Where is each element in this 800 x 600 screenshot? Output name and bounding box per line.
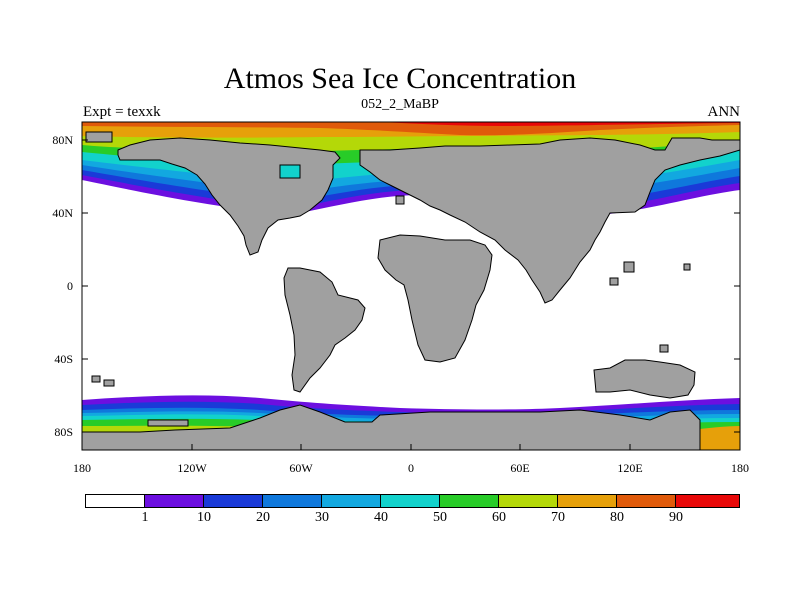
x-tick-label: 120W [177,461,207,475]
colorbar-label: 50 [433,510,447,525]
colorbar-label: 10 [197,510,211,525]
y-tick-label: 80N [52,133,73,147]
x-tick-label: 60W [289,461,313,475]
colorbar-box [380,494,441,508]
colorbar-label: 1 [141,510,149,525]
x-tick-label: 180 [73,461,91,475]
colorbar-label: 80 [610,510,624,525]
x-tick-label: 60E [510,461,530,475]
plot-title: Atmos Sea Ice Concentration [223,62,577,95]
x-tick-label: 180 [731,461,749,475]
colorbar-label: 20 [256,510,270,525]
land-nw-island [85,131,113,143]
x-tick-label: 120E [617,461,643,475]
colorbar-box [85,494,146,508]
ice-lake-patch [279,164,301,179]
colorbar-label: 40 [374,510,388,525]
colorbar-box [321,494,382,508]
y-tick-label: 0 [67,279,73,293]
land-island-4 [623,261,635,273]
colorbar-box [557,494,618,508]
y-tick-label: 40S [54,352,73,366]
colorbar-label: 70 [551,510,565,525]
land-island-1 [91,375,101,383]
land-masses [82,131,740,450]
land-australia [593,359,696,399]
colorbar-box [675,494,740,508]
colorbar-box [203,494,264,508]
x-tick-label: 0 [408,461,414,475]
colorbar-label: 90 [669,510,683,525]
land-south-america [283,267,366,393]
colorbar-box [262,494,323,508]
land-eurasia [359,137,740,304]
land-island-3 [609,277,619,286]
colorbar-box [144,494,205,508]
experiment-label: Expt = texxk [83,104,161,120]
period-label: 052_2_MaBP [361,97,439,112]
colorbar-box [616,494,677,508]
land-island-5 [659,344,669,353]
y-tick-label: 40N [52,206,73,220]
land-antarctica [82,404,701,450]
colorbar-label: 60 [492,510,506,525]
colorbar-box [498,494,559,508]
colorbar-label: 30 [315,510,329,525]
axis-ticks [81,139,741,450]
land-island-6 [683,263,691,271]
colorbar-box [439,494,500,508]
land-island-7 [395,195,405,205]
land-island-2 [103,379,115,387]
land-antarctic-shelf [147,419,189,427]
season-label: ANN [707,104,741,120]
land-africa [377,234,493,363]
y-tick-label: 80S [54,425,73,439]
